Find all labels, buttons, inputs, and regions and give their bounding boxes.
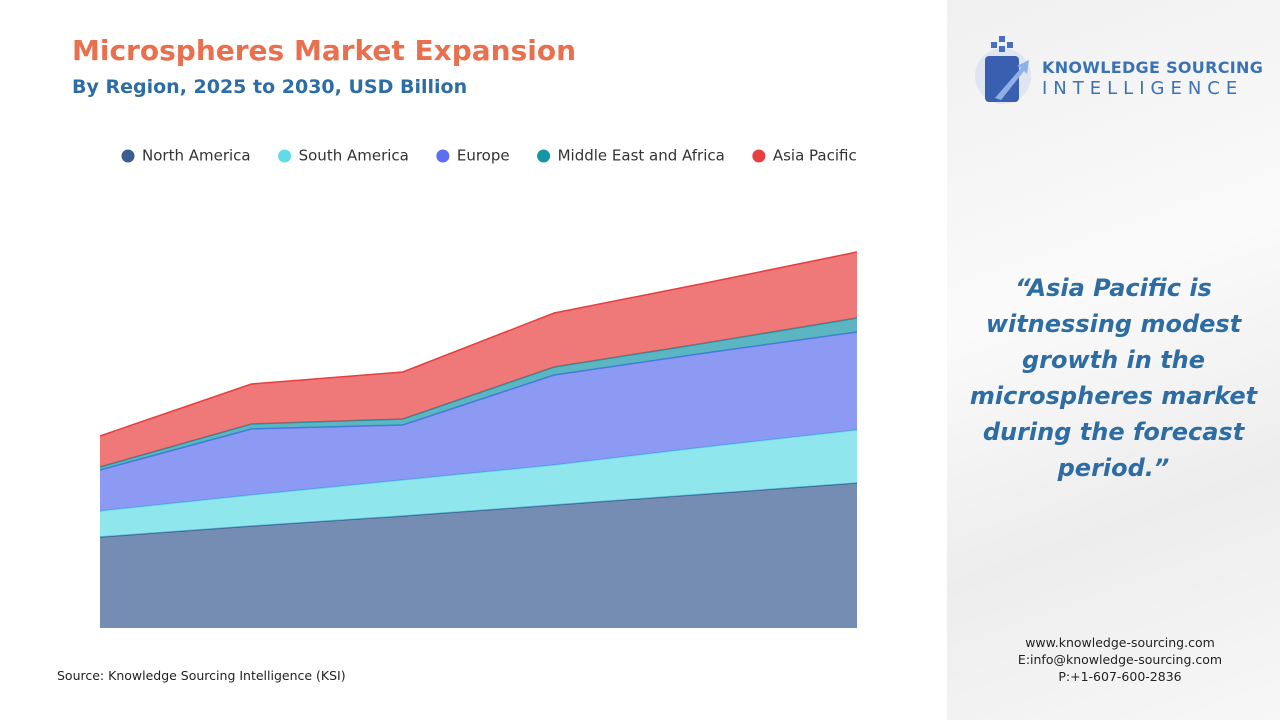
- legend-label: North America: [142, 147, 251, 165]
- contact-phone: P:+1-607-600-2836: [1058, 669, 1182, 684]
- contact-email: E:info@knowledge-sourcing.com: [1017, 652, 1223, 667]
- chart-title: Microspheres Market Expansion: [72, 34, 576, 67]
- legend-marker: [278, 149, 292, 163]
- legend-label: Middle East and Africa: [558, 147, 725, 165]
- area-edge: [99, 251, 858, 437]
- area: [100, 252, 857, 467]
- legend-label: Asia Pacific: [773, 147, 857, 165]
- area: [100, 332, 857, 511]
- area: [100, 318, 857, 470]
- source: Source: Knowledge Sourcing Intelligence …: [57, 668, 346, 683]
- area: [100, 483, 857, 628]
- legend-marker: [121, 149, 135, 163]
- quote: “Asia Pacific is witnessing modest growt…: [969, 274, 1258, 482]
- legend-label: South America: [299, 147, 409, 165]
- contact: www.knowledge-sourcing.com E:info@knowle…: [947, 634, 1280, 685]
- chart-subtitle: By Region, 2025 to 2030, USD Billion: [72, 76, 468, 98]
- logo-text: KNOWLEDGE SOURCING: [1042, 58, 1264, 77]
- legend-marker: [436, 149, 450, 163]
- logo-text: INTELLIGENCE: [1042, 78, 1244, 99]
- contact-web: www.knowledge-sourcing.com: [1025, 635, 1215, 650]
- legend-label: Europe: [457, 147, 510, 165]
- chart: North America South America Europe Middle E…: [99, 147, 858, 628]
- side-panel: KNOWLEDGE SOURCING INTELLIGENCE “Asia Pa…: [947, 0, 1280, 720]
- logo-icon: [975, 36, 1031, 104]
- legend-marker: [752, 149, 766, 163]
- legend-marker: [537, 149, 551, 163]
- area: [100, 430, 857, 537]
